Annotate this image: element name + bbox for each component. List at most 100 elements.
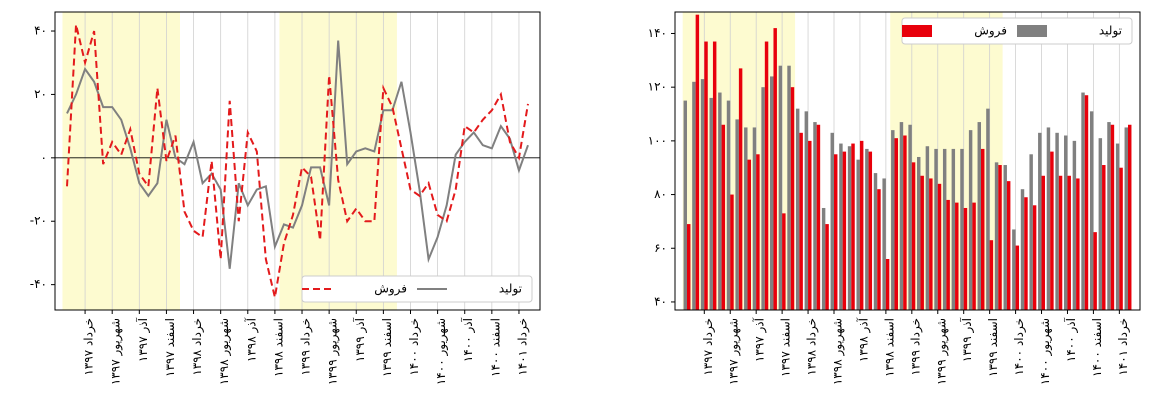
bar [856, 159, 860, 310]
bar [704, 41, 708, 311]
bar [908, 124, 912, 310]
x-tick-label: آذر ۱۳۹۷ [752, 317, 768, 362]
x-tick-label: خرداد ۱۳۹۷ [82, 318, 97, 376]
x-tick-label: خرداد ۱۳۹۸ [805, 318, 820, 376]
bar [692, 81, 696, 310]
bar [813, 122, 817, 310]
x-tick-label: شهریور ۱۴۰۰ [1038, 318, 1053, 385]
x-tick-label: اسفند ۱۴۰۰ [488, 318, 502, 377]
y-tick-label: -۲۰ [30, 214, 47, 228]
bar [821, 207, 826, 310]
bar [730, 194, 734, 310]
bar [1115, 143, 1120, 310]
bar [726, 100, 731, 310]
bar [1084, 95, 1089, 311]
highlight-span [279, 12, 397, 310]
bar [825, 224, 829, 310]
x-tick-label: اسفند ۱۳۹۹ [380, 318, 394, 377]
x-tick-label: خرداد ۱۴۰۱ [515, 318, 530, 376]
bar [1076, 178, 1080, 310]
x-tick-label: شهریور ۱۴۰۰ [434, 318, 449, 385]
x-tick-label: آذر ۱۳۹۸ [243, 317, 259, 362]
bar [946, 199, 950, 310]
bar [934, 148, 938, 310]
bar [795, 108, 800, 310]
bar [700, 79, 705, 310]
bar [1064, 135, 1068, 310]
x-tick-label: اسفند ۱۳۹۷ [779, 318, 793, 377]
bar [859, 140, 864, 310]
x-tick-label: خرداد ۱۴۰۰ [407, 318, 422, 376]
line-series [66, 40, 529, 269]
bar [1089, 111, 1094, 310]
bar [899, 122, 904, 310]
bar [877, 189, 881, 310]
bar [816, 124, 821, 310]
bar [925, 146, 930, 310]
legend-swatch [1017, 25, 1047, 37]
bar [1003, 165, 1007, 310]
bar [937, 183, 942, 310]
bar [744, 127, 748, 311]
y-tick-label: ۱۰۰ [648, 133, 667, 147]
bar [770, 76, 774, 310]
bar [1107, 122, 1111, 310]
bar [1029, 154, 1033, 310]
bar [1055, 132, 1059, 310]
bar [998, 165, 1002, 310]
legend-label: تولید [499, 282, 522, 297]
bar [709, 97, 713, 310]
x-tick-label: اسفند ۱۳۹۸ [882, 318, 896, 377]
bar [752, 127, 757, 311]
bar [1110, 124, 1115, 310]
bar [1098, 138, 1103, 310]
bar [790, 87, 795, 310]
x-tick-label: آذر ۱۳۹۸ [855, 317, 871, 362]
legend-label: فروش [374, 282, 407, 297]
bar [917, 156, 921, 310]
bar [1067, 175, 1071, 310]
bar [972, 202, 976, 310]
bar [891, 130, 895, 310]
x-tick-label: شهریور ۱۳۹۹ [934, 318, 949, 385]
x-tick-label: آذر ۱۴۰۰ [1063, 317, 1079, 362]
bar [920, 175, 924, 310]
x-tick-label: خرداد ۱۳۹۹ [299, 318, 314, 376]
bar [1038, 132, 1042, 310]
bar [1050, 151, 1054, 310]
bar [738, 68, 743, 310]
bar [718, 92, 722, 310]
x-tick-label: خرداد ۱۳۹۹ [908, 318, 923, 376]
legend-swatch [902, 25, 932, 37]
bar [778, 65, 783, 310]
bar [1012, 229, 1016, 310]
bar [847, 146, 852, 310]
bar [1058, 175, 1063, 310]
x-tick-label: آذر ۱۳۹۹ [959, 317, 975, 362]
bar [986, 108, 990, 310]
x-tick-label: خرداد ۱۳۹۷ [701, 318, 716, 376]
bar [865, 148, 869, 310]
bar [903, 135, 907, 310]
y-tick-label: ۴۰ [654, 294, 667, 308]
bar [851, 143, 855, 310]
bar [1032, 205, 1037, 310]
bar [994, 162, 999, 310]
bar [929, 178, 933, 310]
y-tick-label: ۰ [41, 150, 47, 164]
bar [735, 119, 739, 310]
bar [787, 65, 791, 310]
x-tick-label: شهریور ۱۳۹۸ [217, 318, 232, 385]
bar [761, 87, 765, 310]
bar [1102, 165, 1106, 310]
subplot: خرداد ۱۳۹۷ شهریور ۱۳۹۷ آذر ۱۳۹۷ اسفند ۱۳۹۷ خ… [648, 11, 1141, 385]
bar [1124, 127, 1128, 311]
bar [1020, 189, 1025, 310]
bar [842, 151, 847, 310]
bar [1081, 92, 1085, 310]
x-tick-label: خرداد ۱۴۰۱ [1116, 318, 1131, 376]
bar [808, 140, 812, 310]
bar [1024, 197, 1028, 310]
bar [1046, 127, 1051, 311]
